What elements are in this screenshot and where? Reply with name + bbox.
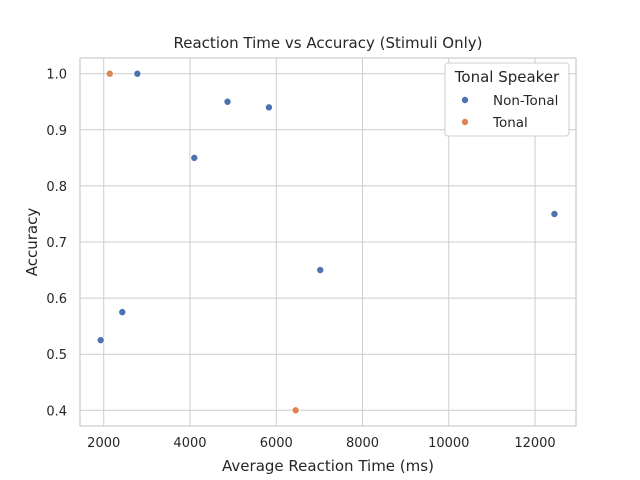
x-tick-label: 6000 bbox=[260, 436, 293, 451]
y-tick-label: 0.8 bbox=[46, 180, 67, 195]
x-tick-label: 10000 bbox=[428, 436, 469, 451]
data-point-non-tonal bbox=[316, 266, 325, 275]
data-point-tonal bbox=[105, 69, 114, 78]
legend: Tonal Speaker Non-Tonal Tonal bbox=[444, 62, 570, 137]
y-tick-label: 0.5 bbox=[46, 348, 67, 363]
data-point-non-tonal bbox=[96, 336, 105, 345]
legend-label-non-tonal: Non-Tonal bbox=[493, 93, 558, 109]
legend-marker-non-tonal bbox=[460, 96, 469, 105]
data-point-non-tonal bbox=[133, 69, 142, 78]
data-point-non-tonal bbox=[223, 97, 232, 106]
data-points bbox=[96, 69, 559, 415]
legend-box bbox=[444, 62, 570, 137]
y-tick-labels: 0.4 0.5 0.6 0.7 0.8 0.9 1.0 bbox=[46, 68, 67, 420]
chart-title: Reaction Time vs Accuracy (Stimuli Only) bbox=[174, 34, 483, 52]
data-point-tonal bbox=[291, 406, 300, 415]
legend-label-tonal: Tonal bbox=[492, 115, 528, 131]
y-tick-label: 0.9 bbox=[46, 124, 67, 139]
y-tick-label: 0.6 bbox=[46, 292, 67, 307]
y-tick-label: 1.0 bbox=[46, 68, 67, 83]
data-point-non-tonal bbox=[264, 103, 273, 112]
plot-area-frame bbox=[79, 57, 577, 427]
y-tick-label: 0.7 bbox=[46, 236, 67, 251]
data-point-non-tonal bbox=[190, 153, 199, 162]
x-tick-label: 8000 bbox=[346, 436, 379, 451]
legend-title: Tonal Speaker bbox=[454, 68, 560, 86]
x-tick-label: 12000 bbox=[514, 436, 555, 451]
data-point-non-tonal bbox=[550, 209, 559, 218]
legend-marker-tonal bbox=[460, 118, 469, 127]
data-point-non-tonal bbox=[118, 308, 127, 317]
x-tick-label: 4000 bbox=[173, 436, 206, 451]
x-axis-label: Average Reaction Time (ms) bbox=[222, 457, 434, 475]
y-axis-label: Accuracy bbox=[23, 208, 41, 277]
x-tick-labels: 2000 4000 6000 8000 10000 12000 bbox=[87, 436, 556, 451]
y-tick-label: 0.4 bbox=[46, 404, 67, 419]
x-tick-label: 2000 bbox=[87, 436, 120, 451]
